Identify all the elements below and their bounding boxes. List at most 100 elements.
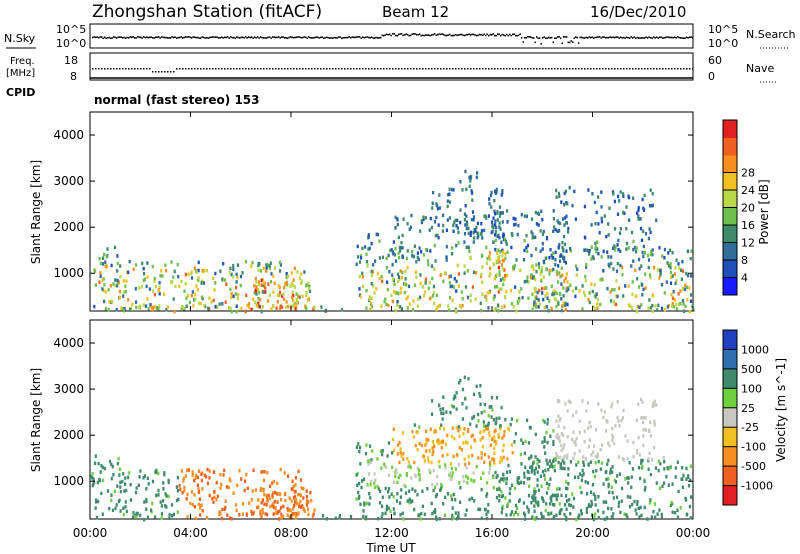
y-tick-label: 4000 xyxy=(53,128,84,142)
echo-cell xyxy=(475,225,478,230)
echo-cell xyxy=(606,250,609,254)
echo-cell xyxy=(531,264,535,268)
echo-cell xyxy=(260,278,263,283)
echo-cell xyxy=(498,221,501,225)
echo-cell xyxy=(610,299,613,303)
echo-cell xyxy=(618,424,621,428)
nsky-point xyxy=(185,36,187,38)
echo-cell xyxy=(688,286,691,290)
echo-cell xyxy=(632,247,635,252)
echo-cell xyxy=(183,485,186,490)
nsky-point xyxy=(332,37,334,40)
freq-point xyxy=(308,68,310,70)
nsky-point xyxy=(351,36,353,38)
echo-cell xyxy=(561,466,564,471)
nsky-point xyxy=(255,37,257,39)
echo-cell xyxy=(566,487,569,491)
echo-cell xyxy=(612,512,615,516)
echo-cell xyxy=(578,419,581,423)
echo-cell xyxy=(434,485,437,489)
echo-cell xyxy=(432,488,435,493)
nsky-point xyxy=(641,37,643,39)
nsky-point xyxy=(530,36,532,38)
echo-cell xyxy=(428,468,431,473)
freq-point xyxy=(173,71,175,73)
freq-point xyxy=(314,68,316,70)
echo-cell xyxy=(487,502,490,507)
echo-cell xyxy=(526,505,529,509)
echo-cell xyxy=(462,479,465,483)
echo-cell xyxy=(160,516,163,520)
echo-cell xyxy=(553,515,556,519)
nsky-point xyxy=(663,36,665,39)
freq-point xyxy=(413,68,415,70)
echo-cell xyxy=(143,474,146,478)
echo-cell xyxy=(167,480,170,485)
freq-point xyxy=(491,68,493,70)
echo-cell xyxy=(190,490,193,494)
echo-cell xyxy=(591,289,594,294)
echo-cell xyxy=(469,255,472,260)
echo-cell xyxy=(240,306,243,311)
echo-cell xyxy=(245,472,248,477)
echo-cell xyxy=(288,496,291,500)
echo-cell xyxy=(567,399,570,404)
echo-cell xyxy=(187,293,190,298)
echo-cell xyxy=(452,516,455,520)
echo-cell xyxy=(153,515,157,519)
echo-cell xyxy=(232,294,235,298)
echo-cell xyxy=(441,439,444,443)
echo-cell xyxy=(114,506,117,511)
echo-cell xyxy=(651,192,654,196)
echo-cell xyxy=(575,463,578,467)
echo-cell xyxy=(206,516,209,520)
nsky-point xyxy=(207,37,209,39)
echo-cell xyxy=(427,438,430,442)
echo-cell xyxy=(643,193,646,198)
echo-cell xyxy=(361,246,364,251)
echo-cell xyxy=(119,485,122,489)
echo-cell xyxy=(559,466,562,470)
freq-point xyxy=(320,68,322,70)
echo-cell xyxy=(272,304,275,309)
nsky-point xyxy=(129,36,131,38)
echo-cell xyxy=(565,517,568,522)
echo-cell xyxy=(536,211,539,216)
echo-cell xyxy=(560,493,563,498)
echo-cell xyxy=(360,256,363,260)
echo-cell xyxy=(266,263,269,267)
echo-cell xyxy=(605,516,609,521)
colorbar-swatch xyxy=(723,190,737,208)
nsky-point xyxy=(219,36,221,39)
echo-cell xyxy=(177,497,180,502)
echo-cell xyxy=(583,439,586,444)
freq-point xyxy=(623,68,625,70)
echo-cell xyxy=(666,466,669,470)
nsky-point xyxy=(381,34,383,37)
echo-cell xyxy=(480,221,483,226)
freq-point xyxy=(656,68,658,70)
freq-point xyxy=(530,68,532,70)
nsky-label: N.Sky xyxy=(4,32,36,45)
echo-cell xyxy=(436,482,439,486)
echo-cell xyxy=(380,515,383,519)
echo-cell xyxy=(548,482,551,487)
nsky-point xyxy=(549,37,551,39)
echo-cell xyxy=(446,492,450,496)
echo-cell xyxy=(423,459,426,463)
echo-cell xyxy=(245,293,248,298)
echo-cell xyxy=(492,417,496,422)
echo-cell xyxy=(432,190,435,195)
echo-cell xyxy=(401,254,404,258)
echo-cell xyxy=(381,452,384,457)
echo-cell xyxy=(644,416,647,420)
echo-cell xyxy=(151,308,154,313)
echo-cell xyxy=(385,302,388,307)
nsky-point xyxy=(269,36,271,38)
echo-cell xyxy=(190,276,194,280)
echo-cell xyxy=(286,304,289,309)
echo-cell xyxy=(520,480,523,485)
echo-cell xyxy=(523,239,526,243)
echo-cell xyxy=(142,278,145,283)
echo-cell xyxy=(564,301,567,306)
